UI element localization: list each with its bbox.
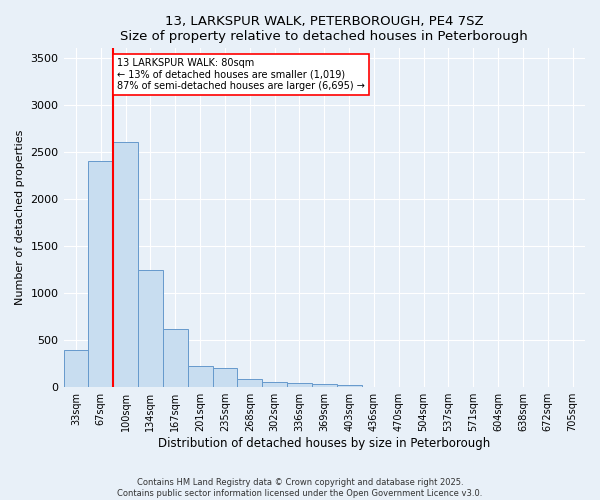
X-axis label: Distribution of detached houses by size in Peterborough: Distribution of detached houses by size … xyxy=(158,437,490,450)
Text: Contains HM Land Registry data © Crown copyright and database right 2025.
Contai: Contains HM Land Registry data © Crown c… xyxy=(118,478,482,498)
Bar xyxy=(312,384,337,387)
Text: 13 LARKSPUR WALK: 80sqm
← 13% of detached houses are smaller (1,019)
87% of semi: 13 LARKSPUR WALK: 80sqm ← 13% of detache… xyxy=(117,58,365,91)
Bar xyxy=(113,142,138,387)
Bar xyxy=(238,378,262,387)
Bar xyxy=(138,270,163,387)
Bar xyxy=(188,366,212,387)
Bar xyxy=(287,384,312,387)
Bar xyxy=(163,329,188,387)
Title: 13, LARKSPUR WALK, PETERBOROUGH, PE4 7SZ
Size of property relative to detached h: 13, LARKSPUR WALK, PETERBOROUGH, PE4 7SZ… xyxy=(121,15,528,43)
Bar xyxy=(64,350,88,387)
Bar xyxy=(88,162,113,387)
Bar xyxy=(262,382,287,387)
Y-axis label: Number of detached properties: Number of detached properties xyxy=(15,130,25,306)
Bar xyxy=(337,386,362,387)
Bar xyxy=(212,368,238,387)
